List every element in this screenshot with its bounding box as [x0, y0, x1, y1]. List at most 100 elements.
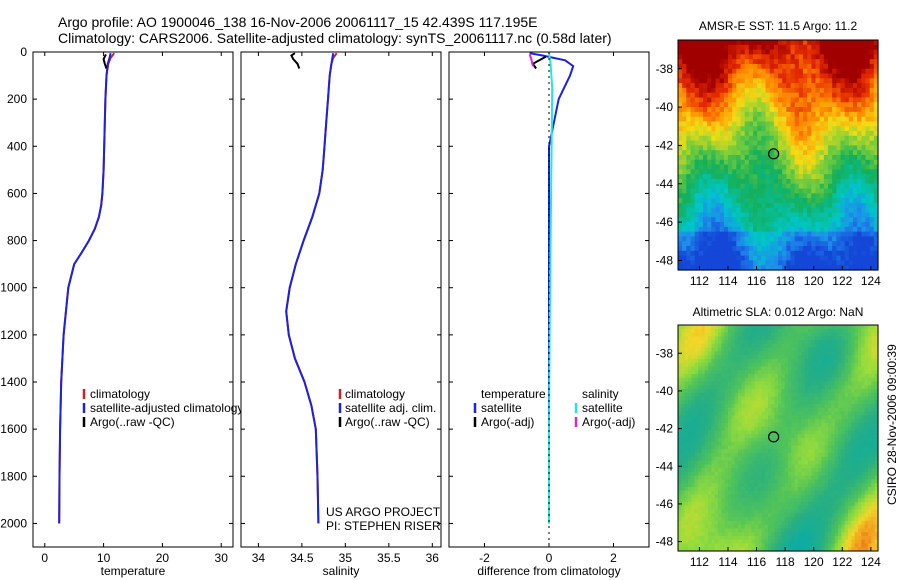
map-cell — [701, 377, 706, 383]
map-cell — [790, 92, 796, 99]
map-cell — [861, 471, 866, 477]
map-cell — [834, 441, 839, 447]
map-cell — [814, 471, 819, 477]
map-cell — [811, 377, 816, 383]
x-tick-label: 120 — [804, 274, 824, 288]
map-cell — [848, 44, 854, 51]
map-cell — [781, 468, 786, 473]
map-cell — [857, 54, 862, 60]
map-cell — [694, 404, 699, 409]
map-cell — [723, 178, 729, 185]
map-cell — [804, 438, 809, 443]
map-cell — [686, 97, 692, 103]
map-cell — [873, 188, 879, 194]
map-cell — [841, 415, 846, 420]
map-cell — [761, 83, 767, 89]
map-cell — [834, 358, 839, 364]
map-cell — [732, 212, 737, 218]
map-cell — [740, 78, 746, 84]
map-cell — [791, 453, 796, 458]
map-cell — [719, 193, 725, 199]
map-cell — [868, 377, 872, 383]
map-cell — [824, 351, 829, 356]
map-cell — [774, 366, 779, 371]
map-cell — [873, 217, 879, 223]
map-cell — [708, 475, 712, 481]
map-cell — [723, 226, 729, 233]
map-cell — [841, 460, 846, 465]
map-cell — [801, 456, 806, 462]
map-cell — [848, 460, 852, 465]
map-cell — [778, 231, 783, 238]
map-cell — [704, 392, 709, 398]
map-cell — [681, 449, 686, 454]
map-cell — [804, 460, 809, 465]
map-cell — [811, 392, 816, 398]
map-cell — [723, 202, 729, 209]
map-cell — [841, 362, 846, 368]
map-cell — [769, 49, 775, 55]
map-cell — [794, 63, 800, 70]
map-cell — [794, 370, 799, 375]
map-cell — [753, 207, 758, 214]
map-cell — [821, 438, 826, 443]
map-cell — [853, 226, 858, 233]
map-cell — [708, 415, 712, 420]
map-cell — [707, 63, 712, 70]
map-cell — [748, 426, 752, 432]
map-cell — [698, 178, 704, 185]
map-cell — [788, 426, 792, 432]
map-cell — [715, 265, 721, 271]
map-cell — [784, 355, 789, 360]
map-cell — [873, 193, 879, 199]
map-cell — [711, 358, 716, 364]
map-cell — [794, 373, 799, 379]
map-cell — [711, 441, 716, 447]
map-cell — [741, 385, 746, 390]
map-cell — [794, 449, 799, 454]
map-cell — [803, 54, 808, 60]
map-cell — [873, 116, 879, 123]
map-cell — [841, 389, 846, 394]
map-cell — [865, 140, 871, 147]
map-cell — [865, 44, 871, 51]
map-cell — [694, 83, 700, 89]
map-cell — [694, 87, 700, 94]
map-cell — [771, 471, 776, 477]
map-cell — [678, 222, 683, 228]
map-cell — [807, 174, 812, 180]
map-cell — [782, 83, 787, 89]
map-cell — [714, 441, 719, 447]
map-cell — [728, 92, 733, 99]
map-cell — [681, 392, 686, 398]
map-cell — [757, 92, 762, 99]
map-cell — [765, 145, 771, 151]
map-cell — [757, 164, 762, 170]
map-cell — [744, 131, 750, 137]
map-cell — [801, 415, 806, 420]
map-cell — [778, 415, 782, 420]
map-cell — [691, 351, 696, 356]
map-cell — [869, 97, 875, 103]
map-cell — [761, 92, 767, 99]
map-cell — [715, 183, 721, 190]
map-cell — [703, 145, 708, 151]
map-cell — [808, 370, 812, 375]
map-cell — [701, 441, 706, 447]
map-cell — [711, 83, 717, 89]
map-cell — [814, 328, 819, 334]
map-cell — [719, 68, 725, 75]
map-cell — [765, 97, 771, 103]
map-cell — [761, 164, 767, 170]
map-cell — [821, 449, 826, 454]
map-cell — [757, 226, 762, 233]
map-cell — [678, 231, 683, 238]
map-cell — [741, 358, 746, 364]
map-cell — [832, 207, 837, 214]
map-cell — [751, 419, 756, 424]
map-cell — [723, 183, 729, 190]
map-cell — [782, 131, 787, 137]
map-cell — [818, 400, 822, 405]
map-cell — [791, 426, 796, 432]
map-cell — [857, 68, 862, 75]
